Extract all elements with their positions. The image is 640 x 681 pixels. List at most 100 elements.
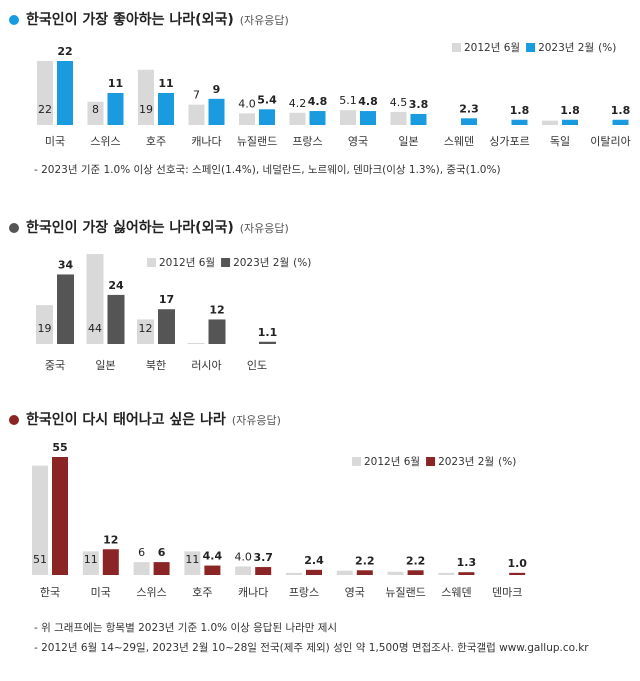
x-tick-label: 캐나다 xyxy=(238,586,268,599)
bar xyxy=(562,119,578,125)
data-label: 4.0 xyxy=(238,97,256,110)
data-label: 2.2 xyxy=(355,554,375,567)
data-label: 2.3 xyxy=(459,102,479,115)
title-bullet xyxy=(9,15,19,25)
bar xyxy=(36,305,53,344)
data-label: 22 xyxy=(57,45,72,58)
title-bullet xyxy=(9,415,19,425)
x-tick-label: 중국 xyxy=(45,359,65,372)
bar xyxy=(458,572,475,575)
bar xyxy=(158,309,175,344)
bar xyxy=(187,342,205,344)
bar xyxy=(542,120,558,125)
data-label: 44 xyxy=(88,322,102,335)
bar xyxy=(107,93,124,125)
x-tick-label: 뉴질랜드 xyxy=(237,135,277,148)
bar xyxy=(255,567,272,575)
legend-unit: (%) xyxy=(598,42,616,54)
data-label: 6 xyxy=(158,546,166,559)
bar xyxy=(387,571,404,575)
x-tick-label: 프랑스 xyxy=(292,135,322,148)
bar xyxy=(306,569,322,575)
x-tick-label: 한국 xyxy=(40,586,60,599)
data-label: 1.8 xyxy=(611,104,631,117)
x-tick-label: 프랑스 xyxy=(289,586,319,599)
legend-unit: (%) xyxy=(293,257,311,269)
legend-swatch xyxy=(526,43,536,52)
data-label: 2.2 xyxy=(406,554,426,567)
bar xyxy=(612,119,629,125)
data-label: 17 xyxy=(159,293,174,306)
bar xyxy=(309,111,326,125)
data-label: 12 xyxy=(103,533,118,546)
legend-label: 2012년 6월 xyxy=(364,456,420,468)
bar xyxy=(407,570,424,575)
bar xyxy=(102,549,119,575)
data-label: 19 xyxy=(139,103,153,116)
x-tick-label: 러시아 xyxy=(191,359,221,372)
footnote: - 2023년 기준 1.0% 이상 선호국: 스페인(1.4%), 네덜란드,… xyxy=(34,164,501,176)
x-tick-label: 스웨덴 xyxy=(441,586,471,599)
bar xyxy=(158,93,174,125)
bar xyxy=(82,551,99,575)
data-label: 3.7 xyxy=(253,551,273,564)
data-label: 12 xyxy=(139,322,153,335)
x-tick-label: 미국 xyxy=(91,586,111,599)
data-label: 4.2 xyxy=(289,97,307,110)
chart-title: 한국인이 다시 태어나고 싶은 나라 xyxy=(26,411,226,428)
bar xyxy=(289,112,306,125)
chart-title: 한국인이 가장 좋아하는 나라(외국) xyxy=(26,11,234,28)
data-label: 4.0 xyxy=(234,550,252,563)
legend-label: 2023년 2월 xyxy=(438,456,494,468)
x-tick-label: 북한 xyxy=(146,359,166,372)
data-label: 19 xyxy=(38,322,52,335)
x-tick-label: 덴마크 xyxy=(492,586,522,599)
legend-label: 2012년 6월 xyxy=(159,257,215,269)
bar xyxy=(235,566,252,575)
data-label: 22 xyxy=(38,103,52,116)
data-label: 12 xyxy=(209,303,224,316)
bar xyxy=(286,572,302,575)
bar xyxy=(438,572,455,575)
data-label: 55 xyxy=(52,441,67,454)
bar xyxy=(86,254,104,344)
x-tick-label: 뉴질랜드 xyxy=(385,586,425,599)
data-label: 11 xyxy=(84,553,98,566)
data-label: 1.8 xyxy=(510,104,530,117)
data-label: 5.1 xyxy=(339,94,357,107)
x-tick-label: 이탈리아 xyxy=(590,135,630,148)
bar xyxy=(37,61,53,125)
bar xyxy=(153,562,170,575)
x-tick-label: 독일 xyxy=(550,134,570,148)
bar xyxy=(410,113,427,125)
footnote: - 위 그래프에는 항목별 2023년 기준 1.0% 이상 응답된 나라만 제… xyxy=(34,621,337,634)
chart-subtitle: (자유응답) xyxy=(240,222,289,235)
data-label: 5.4 xyxy=(257,93,277,106)
legend-unit: (%) xyxy=(498,456,516,468)
chart-subtitle: (자유응답) xyxy=(232,414,281,427)
legend-label: 2023년 2월 xyxy=(538,42,594,54)
x-tick-label: 인도 xyxy=(247,359,267,372)
bar xyxy=(208,319,226,344)
data-label: 1.3 xyxy=(457,556,477,569)
data-label: 1.1 xyxy=(258,326,278,339)
x-tick-label: 호주 xyxy=(146,135,166,148)
data-label: 4.5 xyxy=(390,96,408,109)
data-label: 6 xyxy=(138,546,145,559)
data-label: 51 xyxy=(33,553,47,566)
bar xyxy=(509,572,526,575)
legend-swatch xyxy=(426,457,436,466)
bar xyxy=(87,101,104,125)
bar xyxy=(259,341,276,344)
x-tick-label: 일본 xyxy=(95,358,115,372)
data-label: 24 xyxy=(108,279,124,292)
bar xyxy=(188,104,205,125)
data-label: 8 xyxy=(92,103,99,116)
x-tick-label: 스웨덴 xyxy=(444,135,474,148)
bar xyxy=(138,69,154,125)
chart-title: 한국인이 가장 싫어하는 나라(외국) xyxy=(26,219,234,236)
bar xyxy=(52,457,68,575)
data-label: 11 xyxy=(108,77,123,90)
bar xyxy=(390,111,407,125)
